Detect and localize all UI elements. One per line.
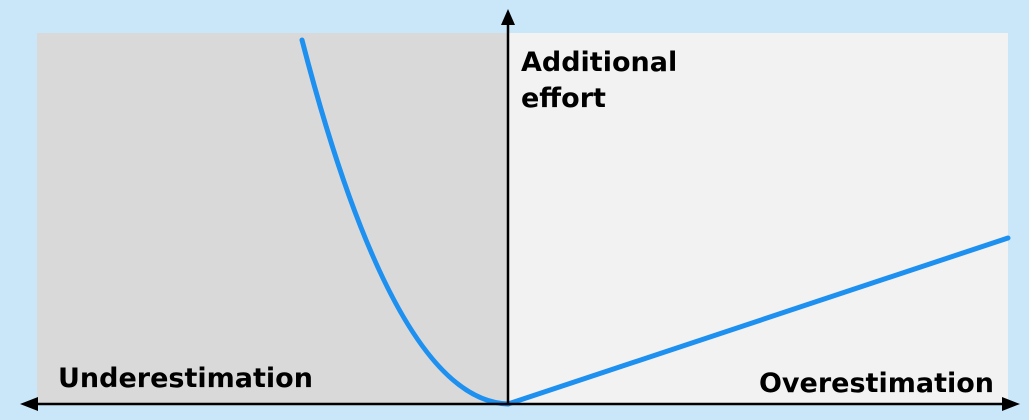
y-axis-arrowhead [501, 9, 515, 25]
x-axis-right-arrowhead [1002, 397, 1020, 411]
overestimation-label: Overestimation [759, 366, 994, 402]
y-axis-label: Additional effort [521, 45, 721, 117]
underestimation-label: Underestimation [58, 361, 313, 397]
x-axis-left-arrowhead [20, 397, 38, 411]
underestimation-region [37, 33, 508, 403]
